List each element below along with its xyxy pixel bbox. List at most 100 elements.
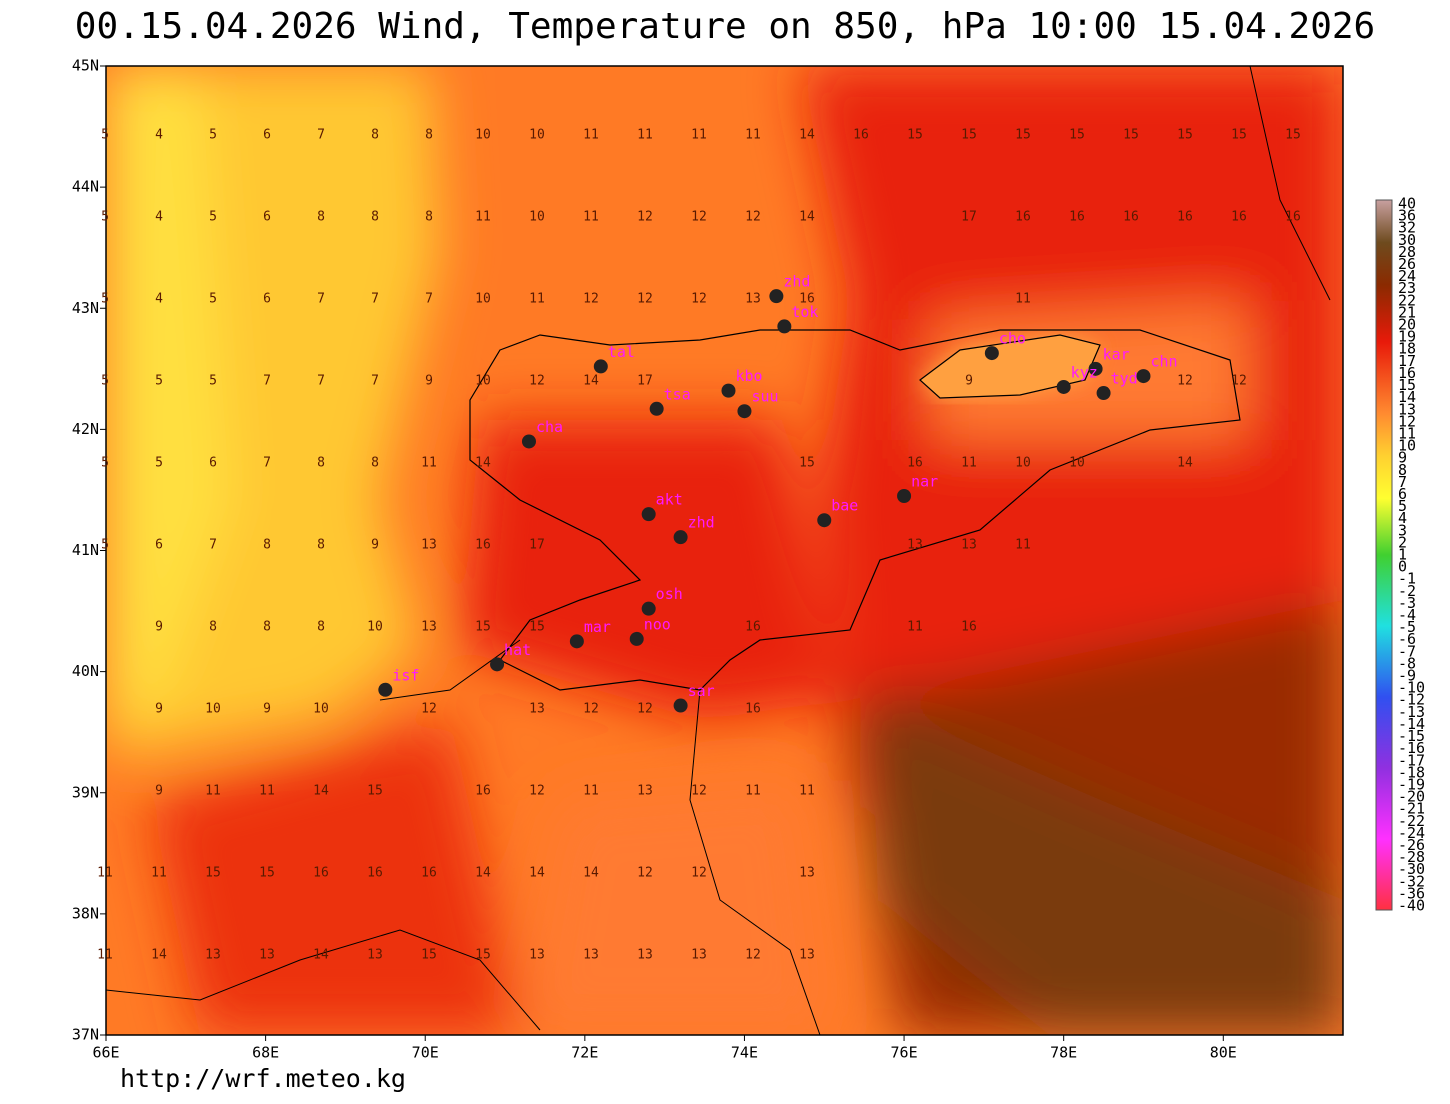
temperature-label: 12 [637, 292, 653, 307]
temperature-label: 7 [317, 374, 325, 389]
temperature-label: 11 [583, 210, 599, 225]
y-tick-label: 43N [72, 299, 99, 317]
city-label: tok [791, 303, 818, 321]
temperature-label: 8 [371, 128, 379, 143]
city-dot [378, 682, 393, 697]
temperature-label: 11 [259, 784, 275, 799]
temperature-label: 11 [637, 128, 653, 143]
temperature-label: 13 [961, 538, 977, 553]
temperature-label: 12 [745, 948, 761, 963]
temperature-label: 10 [529, 128, 545, 143]
temperature-label: 16 [475, 784, 491, 799]
temperature-label: 10 [1069, 456, 1085, 471]
city-dot [521, 434, 536, 449]
x-tick-label: 66E [92, 1044, 119, 1062]
temperature-label: 12 [637, 702, 653, 717]
temperature-label: 4 [155, 128, 163, 143]
city-label: zhd [783, 273, 810, 291]
colorbar-label: 13 [1398, 400, 1416, 418]
city-label: kbo [735, 367, 762, 385]
temperature-label: 15 [799, 456, 815, 471]
temperature-label: 7 [317, 292, 325, 307]
temperature-label: 16 [1285, 210, 1301, 225]
temperature-label: 6 [155, 538, 163, 553]
city-label: cha [536, 418, 563, 436]
temperature-label: 10 [1015, 456, 1031, 471]
y-tick-label: 38N [72, 904, 99, 922]
temperature-label: 9 [155, 784, 163, 799]
temperature-label: 12 [637, 210, 653, 225]
temperature-label: 14 [799, 128, 815, 143]
city-dot [1096, 386, 1111, 401]
temperature-label: 16 [799, 292, 815, 307]
x-tick-label: 74E [731, 1044, 758, 1062]
temperature-label: 14 [529, 866, 545, 881]
x-tick-label: 70E [412, 1044, 439, 1062]
temperature-label: 13 [259, 948, 275, 963]
temperature-label: 5 [101, 128, 109, 143]
city-dot [641, 507, 656, 522]
temperature-label: 8 [263, 620, 271, 635]
temperature-label: 12 [421, 702, 437, 717]
temperature-label: 5 [101, 456, 109, 471]
colorbar-label: 23 [1398, 279, 1416, 297]
temperature-label: 15 [421, 948, 437, 963]
city-label: chn [1150, 353, 1177, 371]
temperature-label: 5 [101, 210, 109, 225]
temperature-label: 9 [965, 374, 973, 389]
colorbar-label: 1 [1398, 546, 1407, 564]
title: 00.15.04.2026 Wind, Temperature on 850, … [75, 6, 1375, 47]
temperature-label: 5 [209, 292, 217, 307]
temperature-label: 5 [209, 374, 217, 389]
temperature-label: 14 [583, 374, 599, 389]
temperature-label: 15 [259, 866, 275, 881]
temperature-label: 12 [583, 702, 599, 717]
temperature-label: 11 [1015, 292, 1031, 307]
temperature-label: 13 [799, 866, 815, 881]
temperature-label: 11 [691, 128, 707, 143]
colorbar-label: -36 [1398, 884, 1425, 902]
temperature-label: 16 [1123, 210, 1139, 225]
temperature-label: 12 [529, 374, 545, 389]
colorbar-label: 18 [1398, 340, 1416, 358]
temperature-label: 12 [1177, 374, 1193, 389]
colorbar-label: -26 [1398, 836, 1425, 854]
temperature-label: 5 [209, 210, 217, 225]
colorbar-label: 20 [1398, 316, 1416, 334]
temperature-label: 11 [475, 210, 491, 225]
colorbar-label: 0 [1398, 558, 1407, 576]
city-label: bae [831, 497, 858, 515]
colorbar-label: 28 [1398, 243, 1416, 261]
temperature-label: 13 [691, 948, 707, 963]
city-label: tsa [664, 385, 691, 403]
city-label: kyz [1071, 363, 1098, 381]
temperature-label: 5 [155, 374, 163, 389]
city-label: kar [1103, 345, 1130, 363]
temperature-label: 4 [155, 210, 163, 225]
temperature-label: 6 [209, 456, 217, 471]
temperature-label: 14 [1177, 456, 1193, 471]
temperature-label: 8 [317, 456, 325, 471]
temperature-label: 11 [745, 128, 761, 143]
temperature-label: 16 [745, 702, 761, 717]
temperature-label: 15 [475, 620, 491, 635]
city-label: isf [392, 666, 419, 684]
city-dot [1056, 379, 1071, 394]
temperature-label: 8 [371, 456, 379, 471]
colorbar-label: -16 [1398, 739, 1425, 757]
temperature-label: 13 [583, 948, 599, 963]
temperature-label: 10 [529, 210, 545, 225]
temperature-label: 11 [205, 784, 221, 799]
temperature-label: 8 [317, 210, 325, 225]
temperature-label: 9 [155, 702, 163, 717]
temperature-label: 11 [529, 292, 545, 307]
temperature-label: 12 [691, 866, 707, 881]
temperature-label: 5 [101, 538, 109, 553]
colorbar-label: 22 [1398, 291, 1416, 309]
colorbar-label: 10 [1398, 437, 1416, 455]
temperature-label: 16 [745, 620, 761, 635]
colorbar-label: 11 [1398, 424, 1416, 442]
temperature-label: 15 [205, 866, 221, 881]
colorbar-label: 4 [1398, 509, 1407, 527]
city-dot [569, 634, 584, 649]
